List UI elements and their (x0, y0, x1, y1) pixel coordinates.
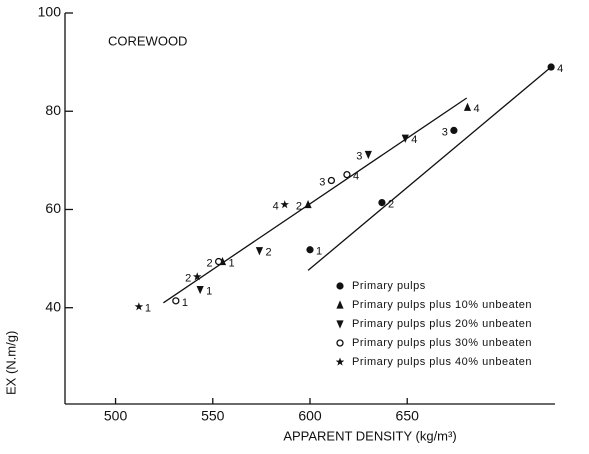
legend-marker (336, 300, 344, 309)
x-axis-label: APPARENT DENSITY (kg/m³) (283, 428, 456, 443)
point (327, 176, 336, 185)
x-tick-label: 550 (201, 408, 225, 424)
point-label: 3 (442, 126, 448, 138)
point-label: 3 (319, 176, 325, 188)
point-label: 4 (273, 200, 279, 212)
point (172, 297, 180, 305)
y-tick-label: 100 (38, 4, 62, 20)
legend-label: Primary pulps plus 20% unbeaten (352, 318, 532, 330)
legend-label: Primary pulps plus 40% unbeaten (352, 356, 532, 368)
legend-marker (336, 282, 344, 290)
point (364, 150, 372, 160)
point-label: 1 (206, 285, 212, 297)
x-tick-label: 600 (298, 408, 322, 424)
legend-marker (336, 339, 344, 347)
y-axis-label: EX (N.m/g) (3, 331, 18, 395)
legend-marker (335, 357, 345, 366)
legend-label: Primary pulps (352, 280, 426, 292)
point-label: 4 (353, 171, 359, 183)
point-label: 1 (229, 257, 235, 269)
point-label: 1 (316, 246, 322, 258)
fit-line (163, 97, 468, 304)
point (547, 63, 555, 71)
point (255, 247, 264, 256)
legend-marker (336, 320, 344, 329)
y-tick-label: 60 (45, 200, 61, 216)
point-label: 1 (182, 297, 188, 309)
point-label: 2 (185, 273, 191, 285)
point (401, 134, 409, 143)
x-tick-label: 500 (104, 408, 128, 424)
point (378, 199, 386, 207)
point-label: 4 (411, 134, 417, 146)
point (306, 246, 314, 254)
point (450, 126, 458, 134)
point-label: 2 (206, 257, 212, 269)
point-label: 4 (557, 63, 563, 75)
legend-label: Primary pulps plus 10% unbeaten (352, 299, 532, 311)
point (463, 102, 472, 111)
point-label: 4 (474, 103, 480, 115)
point-label: 1 (145, 303, 151, 315)
fit-line (307, 66, 552, 271)
legend-label: Primary pulps plus 30% unbeaten (352, 337, 532, 349)
point (304, 199, 312, 209)
point (134, 302, 144, 311)
point (343, 170, 351, 179)
point-label: 2 (388, 199, 394, 211)
y-tick-label: 40 (45, 298, 61, 314)
point (280, 200, 289, 209)
y-tick-label: 80 (45, 102, 61, 118)
point-label: 2 (265, 247, 271, 259)
point-label: 3 (356, 150, 362, 162)
point (196, 285, 204, 295)
point (214, 257, 223, 266)
point-label: 2 (296, 200, 302, 212)
chart-title: COREWOOD (108, 33, 187, 48)
x-tick-label: 650 (396, 408, 420, 424)
point (192, 272, 202, 281)
